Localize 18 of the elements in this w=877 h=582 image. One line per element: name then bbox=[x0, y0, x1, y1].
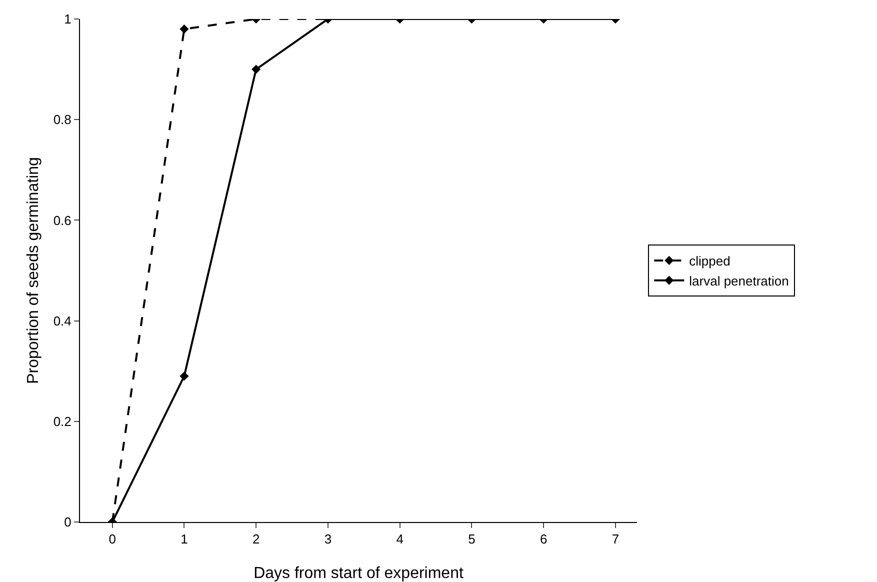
y-axis-title: Proportion of seeds germinating bbox=[25, 157, 42, 384]
y-tick-label: 0.4 bbox=[53, 313, 72, 328]
x-tick-label: 7 bbox=[612, 532, 620, 547]
y-tick-label: 1 bbox=[64, 12, 72, 27]
x-tick-label: 2 bbox=[252, 532, 260, 547]
x-tick-label: 3 bbox=[324, 532, 332, 547]
y-tick-label: 0 bbox=[64, 514, 72, 530]
legend-label: clipped bbox=[689, 254, 730, 269]
x-tick-label: 5 bbox=[468, 532, 476, 547]
y-tick-label: 0.8 bbox=[53, 112, 72, 128]
legend-label: larval penetration bbox=[689, 273, 789, 288]
y-tick-label: 0.2 bbox=[53, 414, 72, 429]
y-tick-label: 0.6 bbox=[53, 212, 72, 228]
x-tick-label: 0 bbox=[108, 532, 116, 547]
x-tick-label: 1 bbox=[180, 532, 188, 547]
x-tick-label: 4 bbox=[396, 532, 404, 547]
x-axis-title: Days from start of experiment bbox=[254, 565, 464, 582]
x-tick-label: 6 bbox=[540, 532, 548, 547]
